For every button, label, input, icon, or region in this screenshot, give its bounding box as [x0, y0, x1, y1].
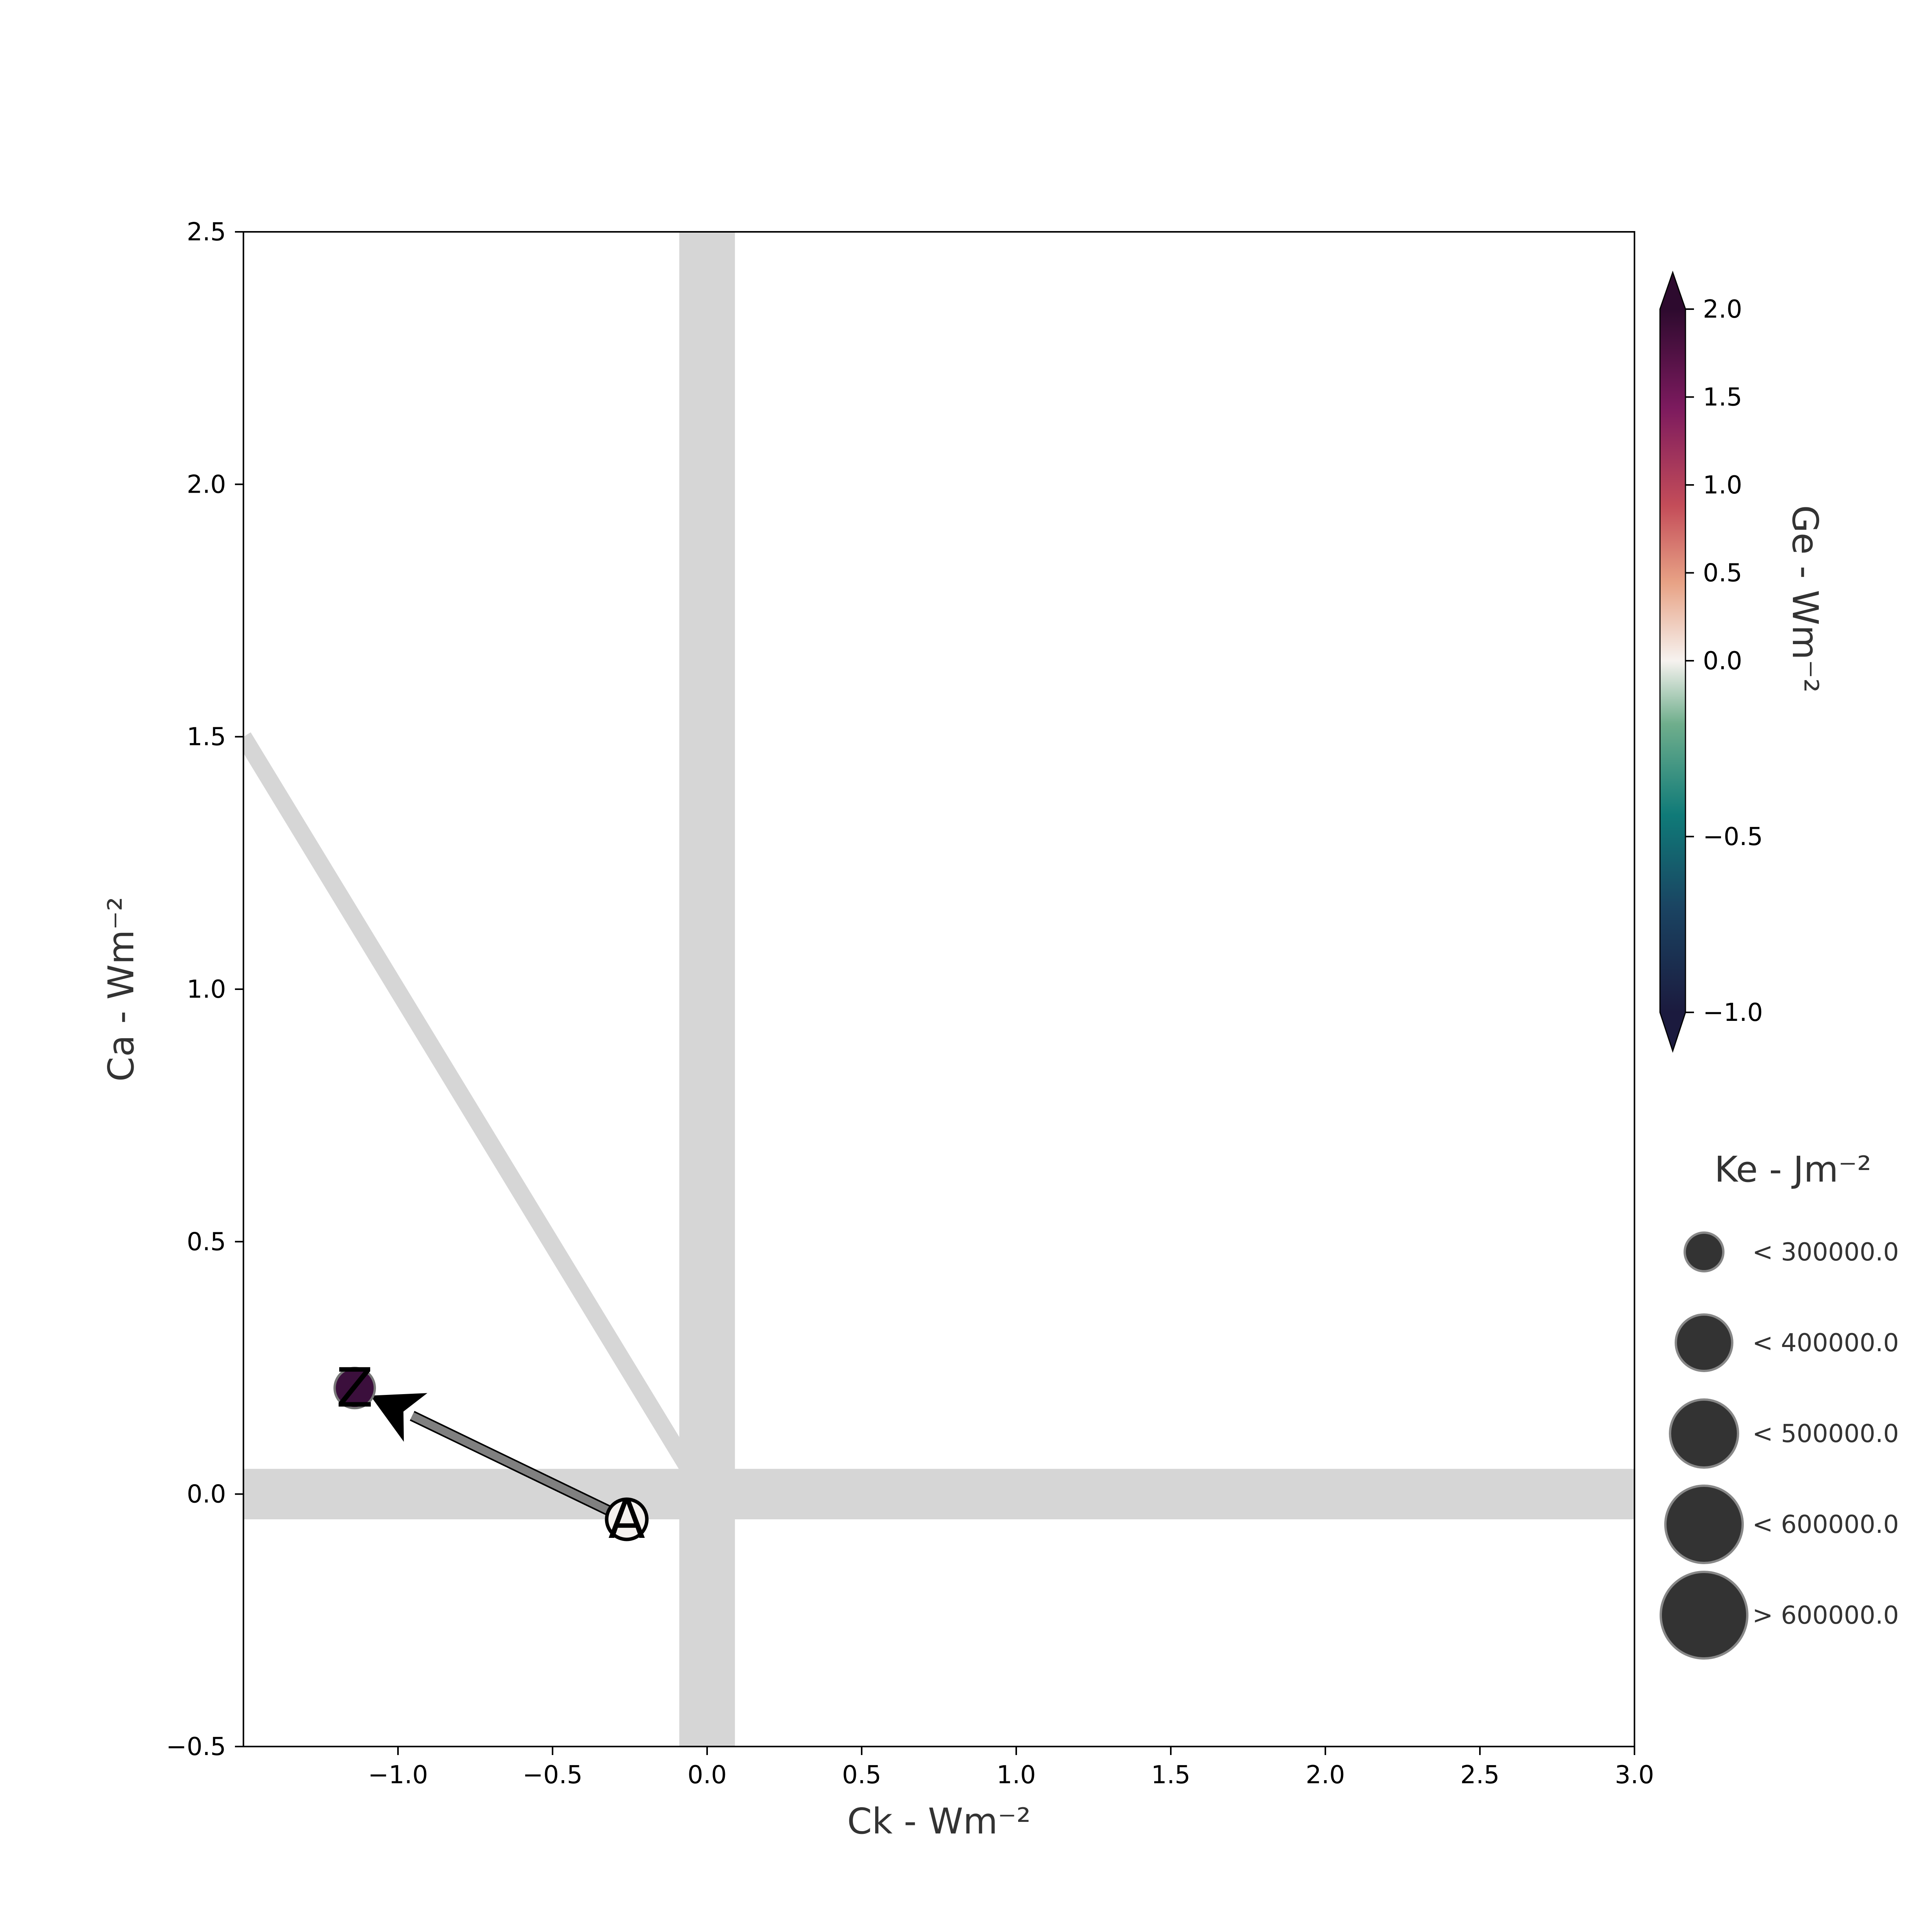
- y-tick-label: 2.0: [187, 470, 226, 499]
- size-legend-marker: [1675, 1313, 1733, 1372]
- diagonal-band: [243, 732, 714, 1504]
- point-marker: [605, 1497, 649, 1541]
- size-legend-marker: [1660, 1571, 1748, 1660]
- x-axis-title: Ck - Wm⁻²: [847, 1801, 1031, 1842]
- x-tick-label: 3.0: [1615, 1761, 1654, 1789]
- colorbar-extend-bottom: [1660, 1012, 1685, 1051]
- plot-area: AZ: [243, 231, 1635, 1747]
- y-tick-label: 0.0: [187, 1480, 226, 1509]
- colorbar-title: Ge - Wm⁻²: [1784, 505, 1826, 693]
- x-tick-label: 1.0: [997, 1761, 1036, 1789]
- point-a: A: [605, 1488, 649, 1551]
- y-axis: −0.5 0.0 0.5 1.0 1.5 2.0 2.5: [166, 218, 243, 1761]
- size-legend-entry: < 500000.0: [1669, 1398, 1899, 1469]
- reference-bands: [243, 232, 1634, 1747]
- size-legend-entry: > 600000.0: [1660, 1571, 1899, 1660]
- y-tick-label: 0.5: [187, 1228, 226, 1256]
- size-legend-entry: < 600000.0: [1664, 1485, 1899, 1564]
- x-tick-label: −1.0: [368, 1761, 428, 1789]
- colorbar-tick-label: −0.5: [1703, 823, 1763, 851]
- x-tick-label: −0.5: [522, 1761, 582, 1789]
- colorbar-tick-label: 2.0: [1703, 295, 1742, 324]
- size-legend: Ke - Jm⁻² < 300000.0 < 400000.0 < 500000.0…: [1660, 1149, 1899, 1660]
- colorbar-tick-label: 0.0: [1703, 647, 1742, 675]
- colorbar-ticks: −1.0 −0.5 0.0 0.5 1.0 1.5 2.0: [1685, 295, 1763, 1027]
- horizontal-zero-band: [243, 1469, 1634, 1519]
- trajectory: [370, 1393, 629, 1524]
- size-legend-label: < 600000.0: [1752, 1510, 1899, 1539]
- colorbar-tick-label: 0.5: [1703, 559, 1742, 588]
- colorbar-tick-label: 1.5: [1703, 383, 1742, 412]
- point-label: Z: [336, 1357, 373, 1420]
- size-legend-label: > 600000.0: [1752, 1601, 1899, 1630]
- size-legend-entries: < 300000.0 < 400000.0 < 500000.0 < 600000.0…: [1660, 1231, 1899, 1660]
- point-label: A: [608, 1488, 645, 1551]
- y-tick-label: 2.5: [187, 218, 226, 247]
- size-legend-label: < 500000.0: [1752, 1420, 1899, 1448]
- y-axis-title: Ca - Wm⁻²: [100, 897, 142, 1082]
- size-legend-label: < 300000.0: [1752, 1238, 1899, 1267]
- size-legend-entry: < 400000.0: [1675, 1313, 1899, 1372]
- colorbar-tick-label: 1.0: [1703, 471, 1742, 500]
- x-tick-label: 1.5: [1151, 1761, 1190, 1789]
- x-tick-label: 0.0: [687, 1761, 727, 1789]
- colorbar: −1.0 −0.5 0.0 0.5 1.0 1.5 2.0 Ge - Wm⁻²: [1659, 270, 1826, 1053]
- y-tick-label: 1.5: [187, 723, 226, 752]
- x-tick-label: 2.5: [1460, 1761, 1500, 1789]
- colorbar-extend-top: [1660, 272, 1685, 309]
- size-legend-title: Ke - Jm⁻²: [1714, 1149, 1871, 1190]
- trajectory-arrowhead: [370, 1393, 428, 1442]
- point-marker: [333, 1367, 376, 1410]
- point-z: Z: [333, 1357, 376, 1420]
- size-legend-marker: [1664, 1485, 1744, 1564]
- colorbar-tick-label: −1.0: [1703, 998, 1763, 1027]
- size-legend-entry: < 300000.0: [1684, 1231, 1899, 1272]
- data-points: AZ: [333, 1357, 649, 1551]
- colorbar-gradient: [1660, 309, 1685, 1012]
- size-legend-marker: [1684, 1231, 1725, 1272]
- x-tick-label: 2.0: [1306, 1761, 1345, 1789]
- y-tick-label: −0.5: [166, 1733, 226, 1761]
- y-tick-label: 1.0: [187, 975, 226, 1004]
- x-tick-label: 0.5: [842, 1761, 881, 1789]
- x-axis: −1.0 −0.5 0.0 0.5 1.0 1.5 2.0 2.5 3.0: [368, 1747, 1654, 1789]
- trajectory-line: [410, 1412, 629, 1523]
- size-legend-label: < 400000.0: [1752, 1329, 1899, 1357]
- size-legend-marker: [1669, 1398, 1739, 1469]
